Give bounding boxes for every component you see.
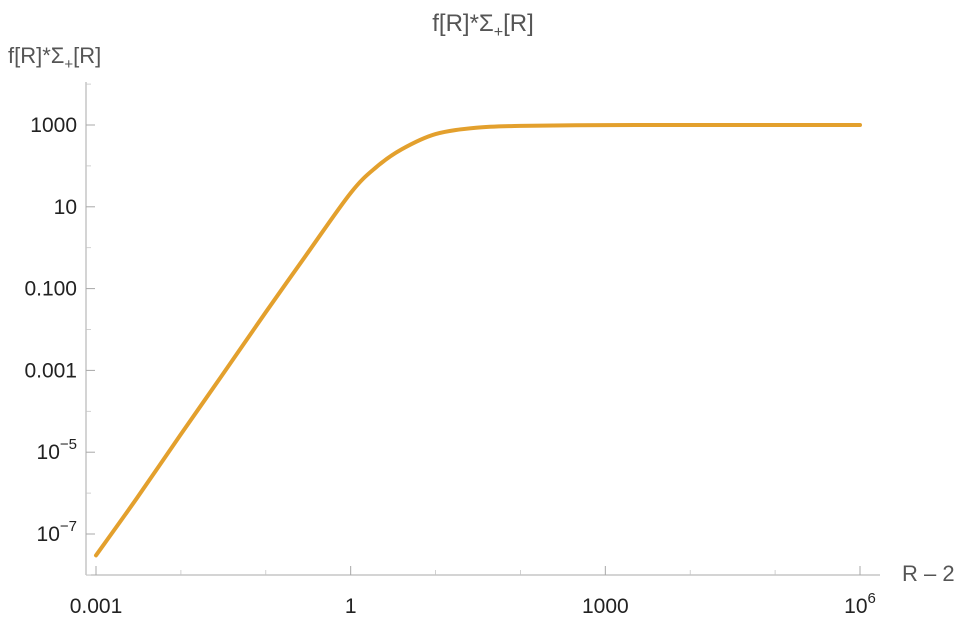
tick-marks (86, 83, 861, 576)
y-tick-label: 0.100 (24, 278, 77, 301)
x-tick-label: 0.001 (70, 595, 123, 618)
data-line-series (94, 122, 862, 558)
x-axis-label: R – 2 (902, 561, 955, 586)
y-axis-label: f[R]*Σ+[R] (8, 43, 101, 73)
chart-title: f[R]*Σ+[R] (432, 10, 534, 41)
x-tick-label: 106 (844, 590, 876, 618)
x-tick-label: 1000 (582, 595, 629, 618)
chart-title-end: [R] (503, 10, 534, 37)
tick-labels: 0.001 1 1000 106 1000 10 0.100 0.001 10−5 10−7 (24, 114, 875, 618)
y-tick-label: 10 (54, 196, 77, 219)
chart-title-main: f[R]*Σ (432, 10, 494, 37)
y-tick-label: 10−5 (37, 436, 77, 464)
y-axis-label-main: f[R]*Σ (8, 43, 64, 68)
y-tick-label: 1000 (30, 114, 77, 137)
y-axis-label-end: [R] (73, 43, 101, 68)
y-axis-label-subscript: + (64, 56, 73, 73)
x-tick-label: 1 (345, 595, 357, 618)
y-tick-label: 0.001 (24, 359, 77, 382)
y-tick-label: 10−7 (37, 518, 77, 546)
chart-title-subscript: + (494, 24, 503, 41)
